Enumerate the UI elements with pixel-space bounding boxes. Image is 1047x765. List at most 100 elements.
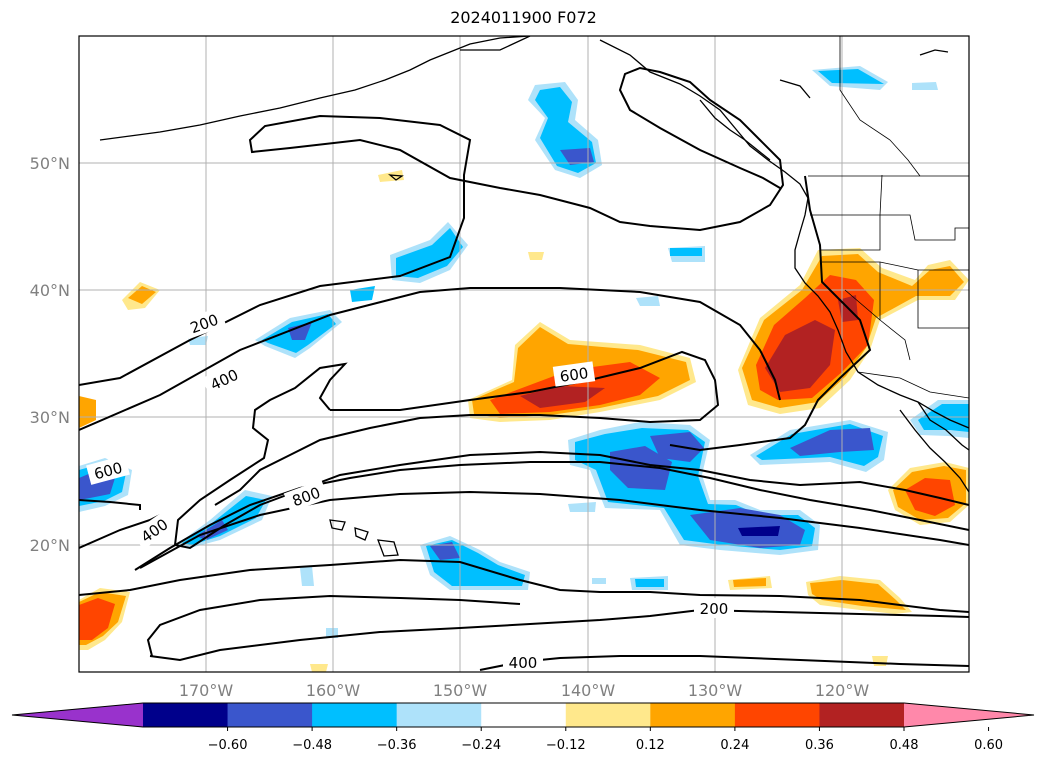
anomaly-fill xyxy=(79,396,96,428)
colorbar-segment xyxy=(650,703,736,727)
lon-label: 160°W xyxy=(306,681,361,700)
anomaly-fill xyxy=(918,404,969,432)
hawaii-island xyxy=(377,539,399,557)
island xyxy=(779,79,811,99)
hawaii-island xyxy=(329,519,346,531)
lat-label: 30°N xyxy=(30,408,70,427)
anomaly-fill xyxy=(300,566,314,586)
anomaly-fill xyxy=(520,386,605,408)
map-title: 2024011900 F072 xyxy=(450,8,597,27)
state-border xyxy=(820,215,881,251)
contour-400 xyxy=(79,287,781,431)
anomaly-fill xyxy=(733,578,766,587)
state-border xyxy=(880,214,969,241)
state-border xyxy=(844,289,911,361)
contour-400-south xyxy=(79,558,969,613)
contour-200-south xyxy=(149,608,969,662)
anomaly-fill xyxy=(568,502,596,512)
colorbar-segment xyxy=(227,703,313,727)
contour-lines xyxy=(79,66,969,671)
colorbar-segment xyxy=(819,703,905,727)
lat-label: 40°N xyxy=(30,281,70,300)
mexico-border xyxy=(857,371,969,399)
colorbar-tick-label: −0.12 xyxy=(546,738,586,753)
colorbar-tick-label: −0.48 xyxy=(292,738,332,753)
anomaly-fill xyxy=(528,252,544,260)
colorbar-segment xyxy=(312,703,398,727)
contour-label: 400 xyxy=(509,654,538,672)
contour-bottom-loop xyxy=(146,594,521,657)
hawaii-island xyxy=(354,527,369,541)
colorbar-tick-label: −0.24 xyxy=(461,738,501,753)
contour-200-east xyxy=(669,175,872,452)
colorbar-tick-label: 0.36 xyxy=(805,738,834,753)
colorbar-outline xyxy=(11,702,1035,728)
longitude-labels: 170°W 160°W 150°W 140°W 130°W 120°W xyxy=(179,681,870,700)
lat-label: 20°N xyxy=(30,536,70,555)
colorbar-segment xyxy=(143,703,229,727)
lon-label: 150°W xyxy=(433,681,488,700)
colorbar-segment xyxy=(481,703,567,727)
alaska-coast xyxy=(99,36,531,141)
map-frame xyxy=(78,35,970,673)
contour-labels: 200 400 600 600 400 800 200 400 xyxy=(86,306,734,672)
state-border xyxy=(917,270,969,329)
contour-800 xyxy=(134,461,969,571)
colorbar-segments xyxy=(11,702,1035,728)
anomaly-fill xyxy=(905,478,955,516)
anomaly-fill xyxy=(912,82,938,90)
lat-label: 50°N xyxy=(30,154,70,173)
anomaly-fill xyxy=(818,69,884,84)
colorbar-tick-label: 0.48 xyxy=(890,738,919,753)
alaska-coast xyxy=(460,36,531,51)
contour-label: 200 xyxy=(700,600,729,618)
colorbar: −0.60 −0.48 −0.36 −0.24 −0.12 0.12 0.24 0.36 0.4… xyxy=(11,702,1035,753)
contour-600 xyxy=(173,362,969,550)
colorbar-segment xyxy=(565,703,651,727)
anomaly-fill xyxy=(872,656,888,666)
contour-200 xyxy=(79,66,785,386)
latitude-labels: 50°N 40°N 30°N 20°N xyxy=(30,154,70,555)
anomaly-fill xyxy=(738,526,780,536)
colorbar-tick-label: 0.12 xyxy=(636,738,665,753)
gridlines xyxy=(79,36,969,672)
anomaly-fill xyxy=(610,446,672,490)
colorbar-tick-label: −0.60 xyxy=(208,738,248,753)
contour-west-loop xyxy=(79,499,141,510)
anomaly-fill xyxy=(310,664,328,672)
state-border xyxy=(822,261,969,271)
anomaly-fill xyxy=(560,148,594,165)
baja-coast xyxy=(899,409,969,493)
contour-800-inner xyxy=(139,490,969,569)
anomaly-fill xyxy=(430,542,460,560)
anomaly-fill xyxy=(790,428,874,456)
colorbar-extend-high xyxy=(904,703,1034,727)
anomaly-fill xyxy=(288,322,312,340)
coastlines xyxy=(99,36,969,557)
lon-label: 120°W xyxy=(815,681,870,700)
colorbar-segment xyxy=(396,703,482,727)
colorbar-extend-low xyxy=(12,703,143,727)
canada-islands xyxy=(699,99,771,161)
anomaly-fill xyxy=(592,578,606,584)
map-plot-area: 200 400 600 600 400 800 200 400 xyxy=(78,35,970,673)
anomaly-fill xyxy=(636,296,660,306)
island xyxy=(919,49,949,56)
colorbar-tick-label: 0.24 xyxy=(720,738,749,753)
island xyxy=(388,174,404,181)
anomaly-fill xyxy=(79,598,115,640)
lon-label: 170°W xyxy=(179,681,234,700)
colorbar-ticks: −0.60 −0.48 −0.36 −0.24 −0.12 0.12 0.24 0.36 0.4… xyxy=(208,727,1003,753)
anomaly-fill xyxy=(765,320,835,392)
north-america-coast xyxy=(599,39,969,429)
contour-label: 600 xyxy=(559,364,590,386)
anomaly-fill xyxy=(635,579,664,587)
anomaly-fill xyxy=(670,248,702,256)
colorbar-tick-label: −0.36 xyxy=(377,738,417,753)
lon-label: 130°W xyxy=(688,681,743,700)
colorbar-tick-label: 0.60 xyxy=(974,738,1003,753)
colorbar-segment xyxy=(734,703,820,727)
anomaly-fill xyxy=(396,228,463,278)
baja-coast xyxy=(917,401,969,451)
